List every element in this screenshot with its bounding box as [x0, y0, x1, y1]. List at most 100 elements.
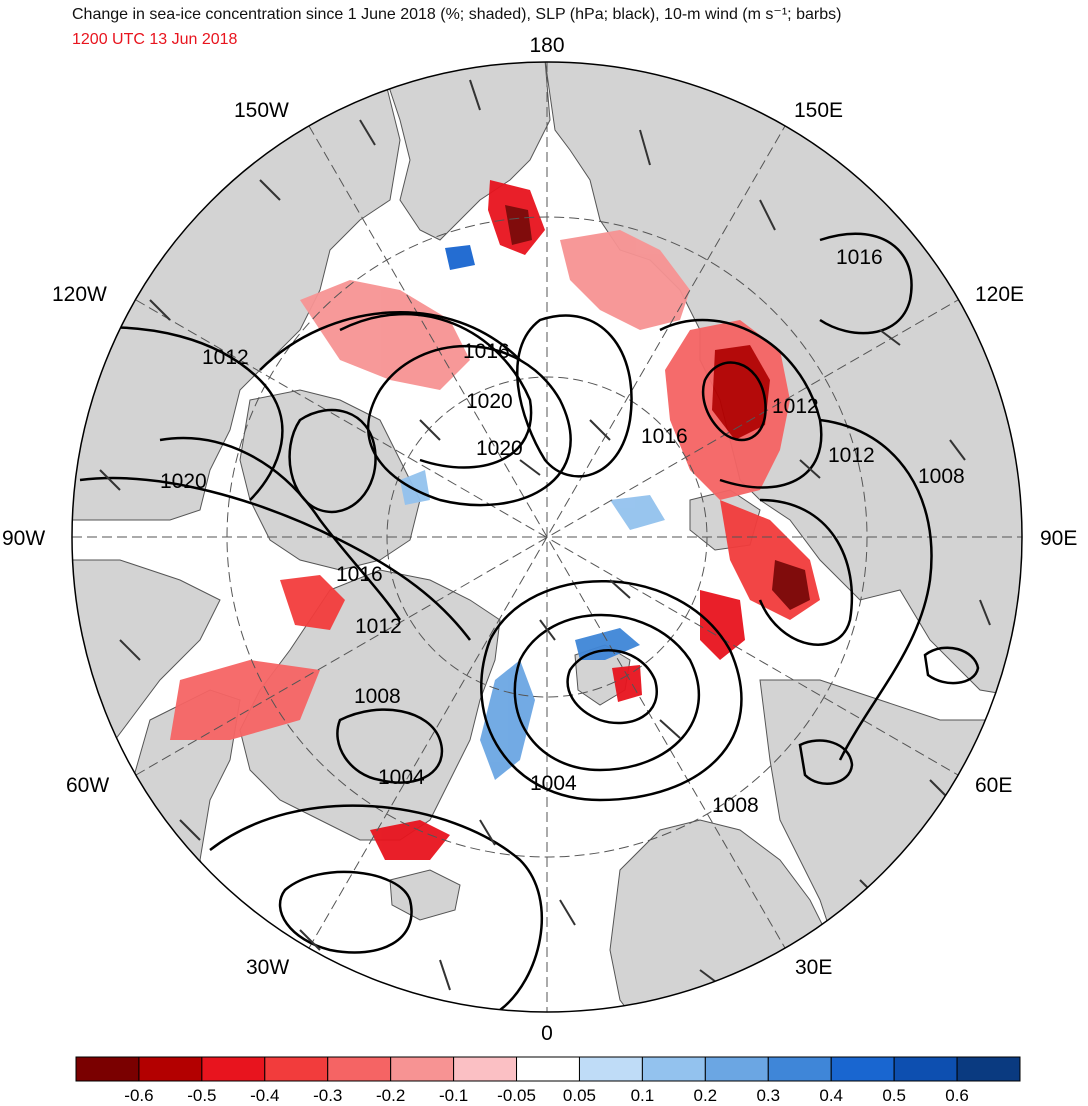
barb	[149, 299, 171, 321]
colorbar-tick-label: -0.5	[187, 1086, 216, 1105]
lon-label-120e: 120E	[975, 283, 1024, 306]
lon-label-90e: 90E	[1040, 527, 1077, 550]
land-arctic-islands	[239, 389, 421, 571]
ice-decrease-eastsib	[560, 230, 690, 330]
barb	[979, 599, 991, 626]
barb	[609, 579, 631, 599]
isobar-1012-beaufort	[259, 311, 521, 371]
colorbar-tick-label: -0.05	[497, 1086, 536, 1105]
ice-decrease-svalbard	[612, 665, 642, 702]
barb	[799, 459, 821, 479]
barb	[589, 419, 611, 441]
isobar-label: 1012	[355, 615, 402, 638]
colorbar-tick-label: 0.5	[882, 1086, 906, 1105]
ice-increase-fram	[480, 660, 535, 780]
colorbar-swatch	[390, 1056, 455, 1082]
ice-decrease-barents	[700, 590, 745, 660]
colorbar-swatch	[516, 1056, 580, 1082]
lon-label-120w: 120W	[52, 283, 107, 306]
ice-decrease-labrador	[170, 660, 320, 740]
isobar-1004-svalbard	[513, 613, 701, 772]
isobar-label: 1016	[336, 563, 383, 586]
colorbar-tick-label: 0.4	[819, 1086, 843, 1105]
isobar-1008-kara	[758, 498, 854, 646]
barb	[659, 719, 681, 739]
colorbar-swatch	[704, 1056, 769, 1082]
isobar-label: 1012	[772, 395, 819, 418]
isobar-1004-greenland	[336, 708, 444, 784]
wind-barbs	[99, 79, 991, 991]
isobar-label: 1016	[836, 246, 883, 269]
barb	[879, 329, 901, 346]
isobar-1020-central	[367, 345, 572, 507]
isobar-label: 1012	[828, 444, 875, 467]
map-subtitle: 1200 UTC 13 Jun 2018	[72, 31, 238, 48]
barb	[419, 419, 441, 441]
colorbar-swatch	[767, 1056, 832, 1082]
isobar-1012-canada	[72, 326, 284, 501]
barb	[519, 459, 541, 476]
isobar-label: 1020	[466, 390, 513, 413]
colorbar-swatch	[578, 1056, 643, 1082]
colorbar-tick-label: -0.1	[439, 1086, 468, 1105]
isobars	[72, 232, 980, 1011]
barb	[259, 179, 281, 201]
colorbar-tick-label: 0.1	[631, 1086, 655, 1105]
meridian-150	[308, 125, 786, 949]
isobar-label-layer: 1012 1016 1020 1016 1012 1012 1008 1016 …	[160, 246, 965, 817]
ice-decrease-chukchi-core	[505, 205, 532, 245]
isobar-label: 1004	[378, 766, 425, 789]
isobar-low-islands	[288, 408, 377, 514]
colorbar-swatch	[641, 1056, 706, 1082]
graticule	[72, 62, 1022, 1012]
barb	[439, 959, 451, 991]
land-alaska	[379, 62, 551, 241]
map-border	[71, 61, 1023, 1013]
isobar-1016-beaufort	[339, 312, 533, 469]
lon-label-180: 180	[529, 34, 564, 57]
isobar-label: 1020	[476, 437, 523, 460]
colorbar-tick-label: -0.6	[124, 1086, 153, 1105]
ice-increase-barents	[575, 628, 640, 660]
isobar-low-kara-east	[923, 646, 980, 685]
colorbar-tick-label: -0.4	[250, 1086, 279, 1105]
colorbar-swatch	[453, 1056, 518, 1082]
lon-label-30e: 30E	[795, 956, 832, 979]
ice-change-shading	[170, 180, 820, 860]
isobar-low-barents	[798, 739, 854, 785]
lon-label-0: 0	[541, 1022, 553, 1045]
barb	[559, 899, 576, 926]
lon-label-150w: 150W	[234, 99, 289, 122]
ice-decrease-kara-core	[772, 560, 810, 610]
ice-increase-kara	[610, 495, 665, 530]
ice-decrease-beaufort	[300, 280, 470, 390]
colorbar-swatch	[830, 1056, 895, 1082]
isobar-high-central	[516, 314, 633, 478]
isobar-label: 1008	[354, 685, 401, 708]
colorbar-tick-label: 0.6	[945, 1086, 969, 1105]
longitude-labels: 180 150E 120E 90E 60E 30E 0 30W 60W 90W …	[2, 34, 1077, 1045]
isobar-label: 1008	[712, 794, 759, 817]
colorbar-swatch	[327, 1056, 392, 1082]
lon-label-30w: 30W	[246, 956, 289, 979]
ice-decrease-greenland-se	[370, 820, 450, 860]
isobar-1012-kara	[819, 418, 933, 761]
barb	[469, 79, 481, 111]
lon-label-60e: 60E	[975, 774, 1012, 797]
isobar-low-svalbard	[566, 649, 658, 725]
barb	[99, 469, 121, 491]
colorbar-swatch	[138, 1056, 203, 1082]
colorbar-swatch	[956, 1056, 1021, 1082]
barb	[539, 619, 556, 641]
colorbar-tick-label: 0.05	[563, 1086, 596, 1105]
colorbar: -0.6 -0.5 -0.4 -0.3 -0.2 -0.1 -0.05 0.05 0.1 0.2 0…	[75, 1056, 1021, 1105]
isobar-label: 1020	[160, 470, 207, 493]
map-title: Change in sea-ice concentration since 1 …	[72, 6, 842, 23]
colorbar-swatch	[201, 1056, 266, 1082]
lon-label-60w: 60W	[66, 774, 109, 797]
colorbar-tick-label: -0.3	[313, 1086, 342, 1105]
isobar-1012-atlantic	[209, 804, 543, 1011]
isobar-1008-svalbard	[480, 579, 743, 802]
colorbar-swatch	[75, 1056, 140, 1082]
